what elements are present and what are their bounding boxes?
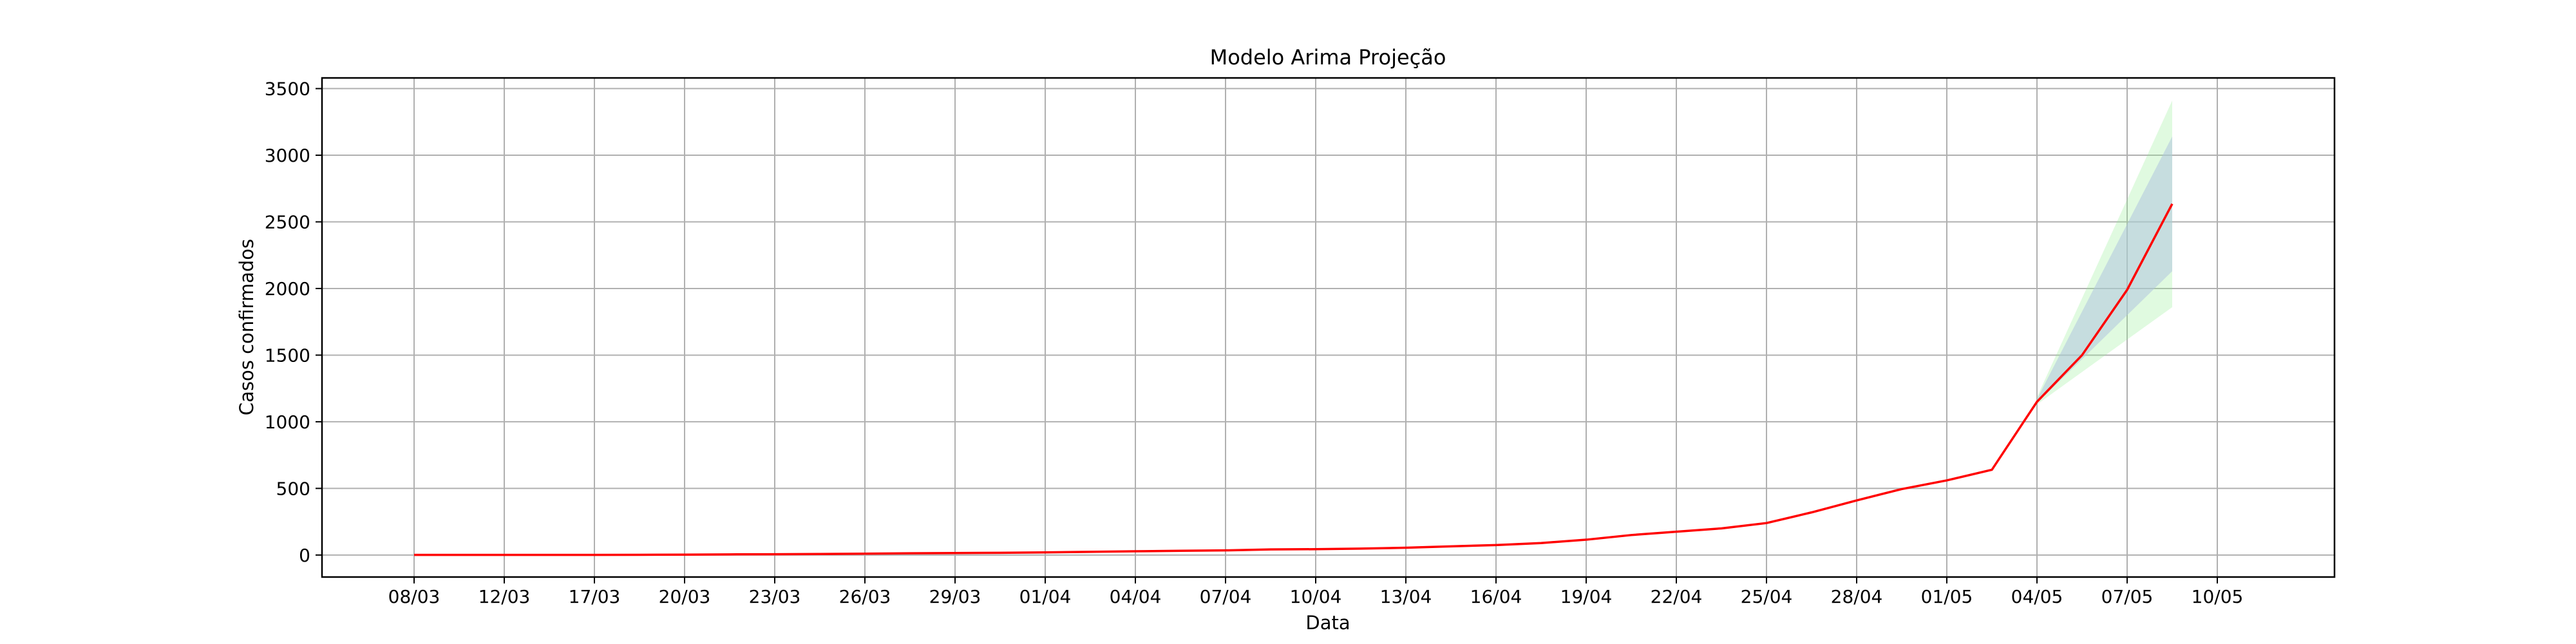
x-tick-label: 20/03	[659, 586, 711, 607]
y-tick-label: 2500	[265, 211, 310, 232]
x-tick-label: 26/03	[839, 586, 891, 607]
x-tick-label: 28/04	[1831, 586, 1883, 607]
x-tick-label: 10/05	[2192, 586, 2244, 607]
y-axis-ticks: 0 500 1000 1500 2000 2500 3000 3500	[265, 79, 322, 566]
grid-lines	[322, 78, 2334, 577]
x-tick-label: 08/03	[388, 586, 440, 607]
x-tick-label: 04/04	[1110, 586, 1162, 607]
x-tick-label: 23/03	[749, 586, 801, 607]
y-tick-label: 1000	[265, 412, 310, 433]
x-axis-label: Data	[1305, 612, 1350, 634]
x-tick-label: 07/05	[2101, 586, 2154, 607]
y-axis-label: Casos confirmados	[236, 239, 258, 415]
x-axis-ticks: 08/03 12/03 17/03 20/03 23/03 26/03 29/03 01/04…	[388, 577, 2244, 607]
x-tick-label: 22/04	[1651, 586, 1703, 607]
y-tick-label: 1500	[265, 345, 310, 366]
y-tick-label: 0	[299, 545, 310, 566]
y-tick-label: 3500	[265, 79, 310, 100]
x-tick-label: 04/05	[2011, 586, 2063, 607]
y-tick-label: 2000	[265, 278, 310, 299]
x-tick-label: 12/03	[478, 586, 531, 607]
x-tick-label: 16/04	[1470, 586, 1522, 607]
y-tick-label: 500	[276, 478, 310, 499]
series-lines	[414, 203, 2174, 556]
plot-area-frame	[321, 77, 2336, 578]
x-tick-label: 10/04	[1290, 586, 1342, 607]
confidence-bands	[2037, 100, 2172, 405]
x-tick-label: 19/04	[1560, 586, 1613, 607]
x-tick-label: 17/03	[569, 586, 621, 607]
x-tick-label: 07/04	[1200, 586, 1252, 607]
y-tick-label: 3000	[265, 145, 310, 166]
x-tick-label: 25/04	[1741, 586, 1793, 607]
x-tick-label: 13/04	[1380, 586, 1432, 607]
chart-title: Modelo Arima Projeção	[1210, 45, 1446, 70]
confirmed-cases-line	[414, 203, 2174, 556]
confidence-band-inner	[2037, 137, 2172, 403]
confidence-band-outer	[2037, 100, 2172, 405]
x-tick-label: 29/03	[929, 586, 981, 607]
x-tick-label: 01/04	[1019, 586, 1072, 607]
x-tick-label: 01/05	[1921, 586, 1973, 607]
